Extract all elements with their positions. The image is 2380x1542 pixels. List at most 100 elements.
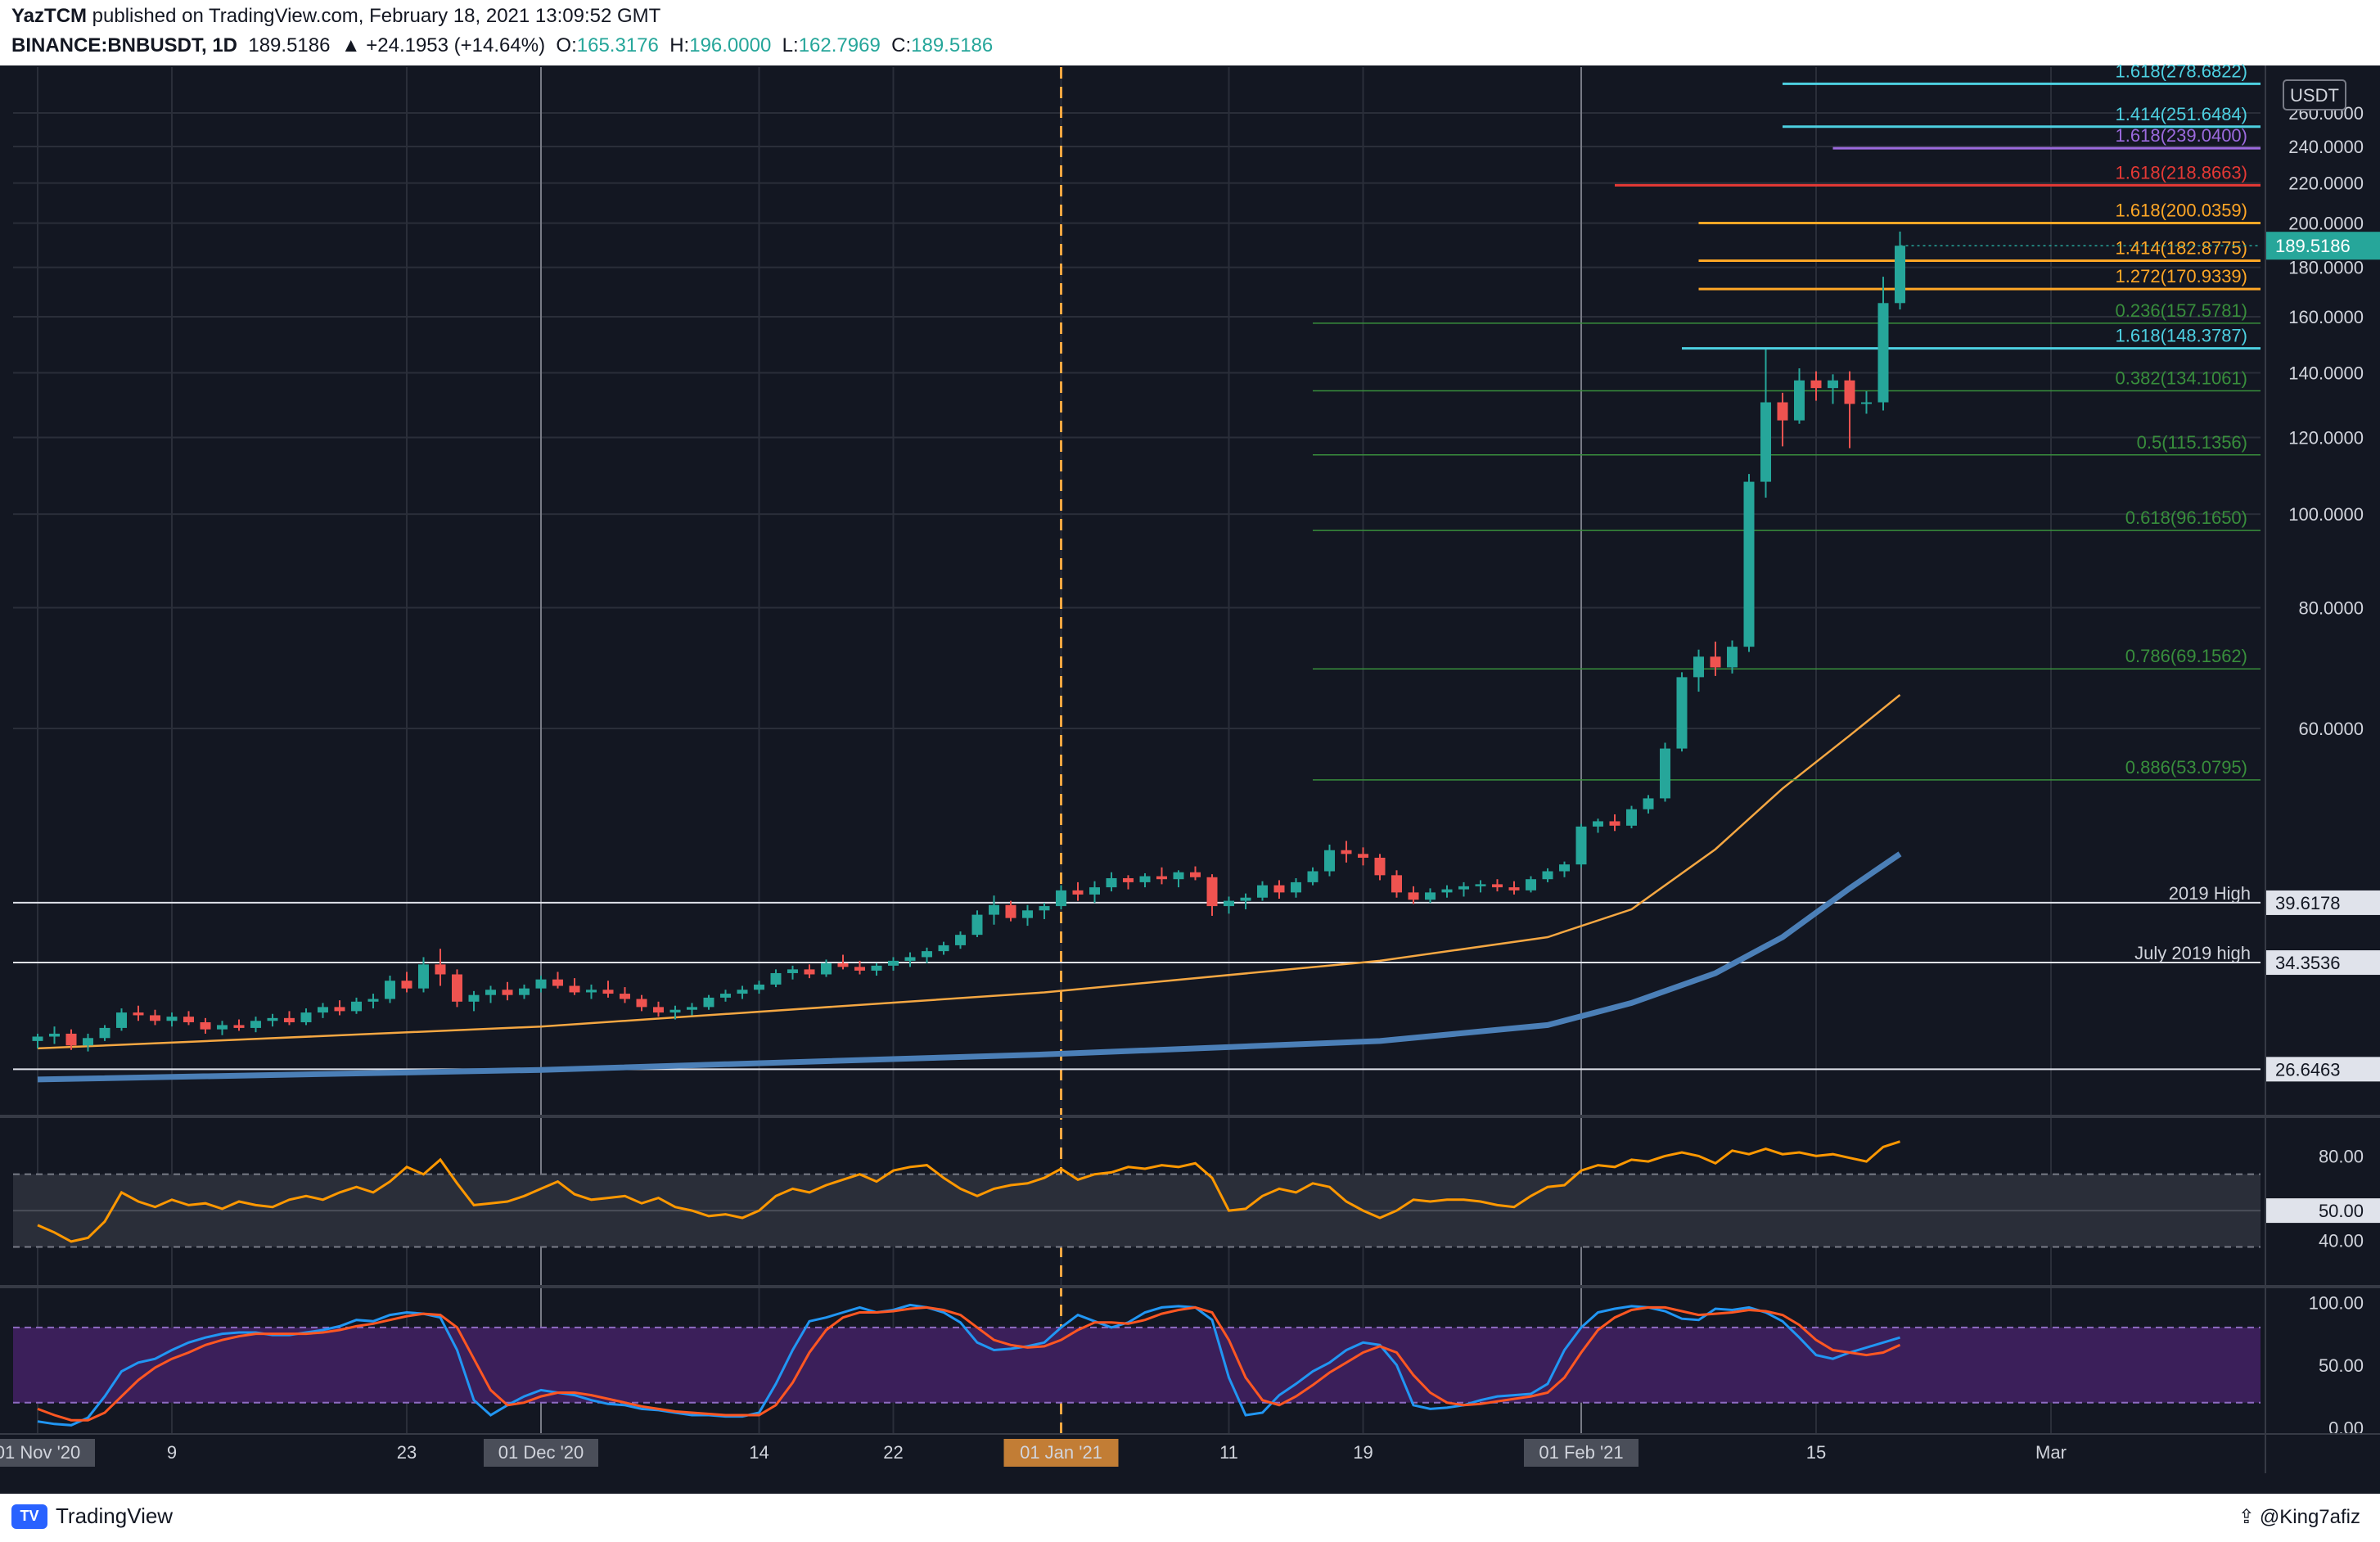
- candle-body: [1374, 857, 1386, 876]
- candle-body: [1844, 380, 1855, 404]
- candle-body: [904, 957, 916, 961]
- candle-body: [468, 994, 480, 1002]
- candle-body: [133, 1012, 144, 1016]
- author-name[interactable]: YazTCM: [11, 5, 88, 27]
- candle-body: [1526, 879, 1536, 890]
- candle-body: [1810, 380, 1822, 389]
- candle-body: [1173, 872, 1184, 880]
- time-label-highlight: [0, 1439, 95, 1467]
- candle-body: [971, 914, 983, 936]
- fib-level-label: 1.618(239.0400): [2116, 125, 2247, 146]
- price-tick-label: 240.0000: [2288, 137, 2364, 157]
- candle-body: [871, 965, 882, 971]
- fib-level-label: 1.618(200.0359): [2116, 200, 2247, 220]
- rsi-tick-label: 80.00: [2319, 1146, 2364, 1166]
- candle-body: [653, 1007, 664, 1013]
- time-label-highlight: [484, 1439, 598, 1467]
- price-tick-label: 120.0000: [2288, 428, 2364, 449]
- candle-body: [1676, 677, 1688, 749]
- time-tick-label: 15: [1806, 1442, 1826, 1463]
- candle-body: [1324, 850, 1335, 872]
- time-tick-label: 14: [749, 1442, 769, 1463]
- candle-body: [284, 1017, 295, 1022]
- low-label: L:: [782, 34, 799, 56]
- tradingview-logo[interactable]: TV TradingView: [11, 1504, 173, 1529]
- candle-body: [452, 974, 462, 1002]
- stoch-tick-label: 50.00: [2319, 1355, 2364, 1376]
- rsi-tick-label: 40.00: [2319, 1230, 2364, 1251]
- candle-body: [1895, 246, 1905, 304]
- price-tick-label: 80.0000: [2298, 598, 2364, 619]
- price-tick-label: 200.0000: [2288, 214, 2364, 234]
- fib-level-label: 0.236(157.5781): [2116, 300, 2247, 321]
- key-level-tag: [2265, 890, 2380, 915]
- candle-body: [1441, 889, 1453, 893]
- candle-body: [1391, 875, 1402, 893]
- key-level-value: 34.3536: [2275, 953, 2341, 973]
- price-tick-label: 180.0000: [2288, 258, 2364, 278]
- price-tick-label: 220.0000: [2288, 174, 2364, 194]
- fib-level-label: 0.618(96.1650): [2125, 507, 2247, 528]
- candle-body: [1039, 906, 1050, 911]
- key-level-value: 39.6178: [2275, 893, 2341, 913]
- publish-info: YazTCM published on TradingView.com, Feb…: [11, 5, 660, 28]
- fib-level-label: 1.414(182.8775): [2116, 237, 2247, 258]
- stoch-tick-label: 100.00: [2309, 1292, 2364, 1313]
- candle-body: [636, 999, 647, 1008]
- candle-body: [669, 1009, 681, 1013]
- price-change: ▲ +24.1953 (+14.64%): [340, 34, 546, 56]
- time-tick-label: 11: [1219, 1442, 1238, 1463]
- rsi-level-value: 50.00: [2319, 1201, 2364, 1221]
- candle-body: [1123, 877, 1134, 882]
- candle-body: [837, 963, 849, 967]
- candle-body: [250, 1021, 261, 1028]
- candle-body: [217, 1025, 228, 1030]
- candle-body: [1190, 872, 1201, 877]
- candle-body: [183, 1017, 194, 1022]
- candle-body: [569, 985, 580, 993]
- tradingview-brand: TradingView: [56, 1504, 174, 1528]
- candle-body: [200, 1021, 211, 1030]
- candle-body: [1693, 656, 1704, 678]
- candle-body: [401, 981, 412, 989]
- candle-body: [267, 1017, 278, 1021]
- candle-body: [1609, 821, 1620, 826]
- time-label-highlight: [1524, 1439, 1639, 1467]
- time-tick-label: 9: [167, 1442, 177, 1463]
- candle-body: [854, 967, 865, 971]
- candle-body: [1341, 850, 1352, 854]
- candle-body: [1005, 904, 1016, 918]
- candle-body: [770, 972, 782, 985]
- time-tick-label: 01 Nov '20: [0, 1442, 80, 1463]
- candle-body: [720, 994, 731, 998]
- stoch-band: [13, 1327, 2261, 1403]
- fib-level-label: 0.5(115.1356): [2137, 432, 2247, 453]
- candle-body: [703, 997, 714, 1008]
- candle-body: [787, 969, 798, 973]
- fib-level-label: 0.382(134.1061): [2116, 368, 2247, 389]
- time-tick-label: 01 Feb '21: [1539, 1442, 1623, 1463]
- candle-body: [1861, 402, 1872, 404]
- time-label-highlight: [1003, 1439, 1119, 1467]
- candle-body: [1358, 854, 1368, 858]
- high-value: 196.0000: [689, 34, 772, 56]
- candle-body: [602, 990, 614, 994]
- candle-body: [938, 945, 949, 952]
- chart-header: YazTCM published on TradingView.com, Feb…: [0, 0, 2380, 65]
- last-price: 189.5186: [248, 34, 331, 56]
- fib-level-label: 1.414(251.6484): [2116, 104, 2247, 124]
- candle-body: [116, 1012, 127, 1028]
- symbol-name[interactable]: BINANCE:BNBUSDT, 1D: [11, 34, 238, 56]
- fib-level-label: 1.618(218.8663): [2116, 162, 2247, 183]
- tradingview-icon: TV: [11, 1504, 47, 1529]
- candle-body: [1072, 890, 1084, 895]
- author-handle: ⇪ @King7afiz: [2238, 1505, 2360, 1529]
- candle-body: [804, 969, 815, 975]
- last-price-value: 189.5186: [2275, 236, 2351, 256]
- candle-body: [49, 1033, 60, 1037]
- candle-body: [552, 979, 563, 986]
- candle-body: [1156, 876, 1167, 880]
- candle-body: [1492, 884, 1503, 888]
- price-tick-label: 100.0000: [2288, 504, 2364, 525]
